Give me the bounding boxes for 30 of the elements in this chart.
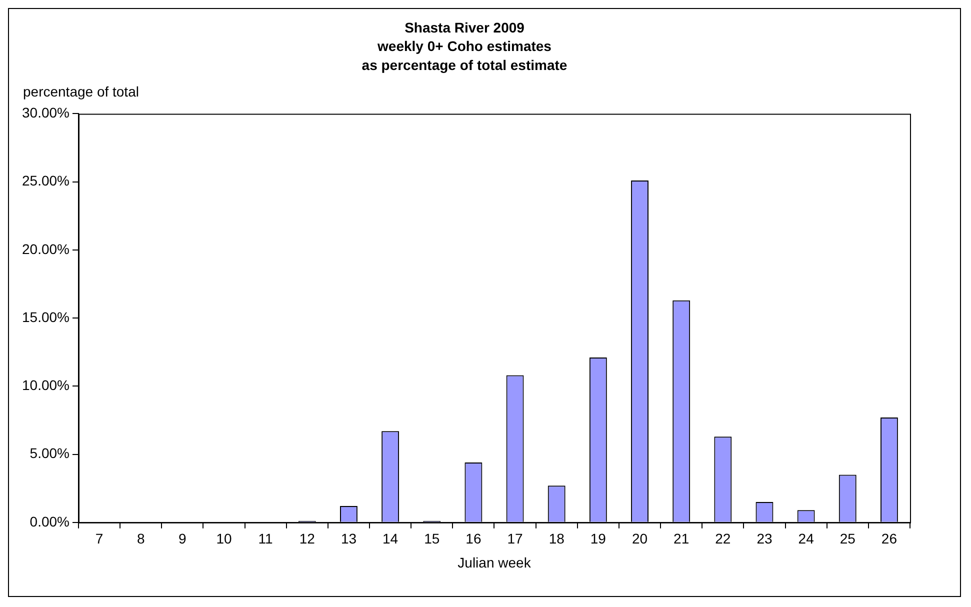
y-tick-label: 20.00% (22, 240, 70, 257)
x-tick-label: 18 (548, 530, 565, 547)
x-tick-label: 11 (258, 530, 274, 547)
y-tick-label: 10.00% (22, 377, 70, 394)
x-tick-label: 25 (840, 530, 856, 547)
x-tick-label: 12 (299, 530, 316, 547)
y-axis-title: percentage of total (23, 84, 139, 100)
x-tick-label: 7 (95, 530, 104, 547)
y-tick-label: 15.00% (22, 308, 70, 325)
x-tick-label: 24 (798, 530, 814, 547)
x-tick-label: 23 (756, 530, 772, 547)
x-tick-label: 22 (715, 530, 731, 547)
x-tick-label: 19 (590, 530, 606, 547)
x-tick-label: 21 (674, 530, 690, 547)
x-tick-label: 14 (382, 530, 398, 547)
x-tick-label: 10 (216, 530, 232, 547)
y-tick-label: 25.00% (22, 172, 70, 189)
x-tick-label: 9 (178, 530, 187, 547)
x-tick-label: 20 (632, 530, 648, 547)
x-tick-label: 8 (136, 530, 145, 547)
x-tick-label: 15 (424, 530, 440, 547)
y-tick-label: 30.00% (22, 104, 70, 121)
x-tick-label: 13 (340, 530, 357, 547)
y-tick-label: 5.00% (30, 445, 70, 462)
chart-title: Shasta River 2009 weekly 0+ Coho estimates as percentage of total estimate (362, 19, 568, 74)
x-axis-title: Julian week (458, 554, 532, 570)
x-tick-label: 17 (507, 530, 524, 547)
x-tick-label: 16 (466, 530, 482, 547)
y-tick-label: 0.00% (30, 513, 70, 530)
x-tick-label: 26 (881, 530, 898, 547)
